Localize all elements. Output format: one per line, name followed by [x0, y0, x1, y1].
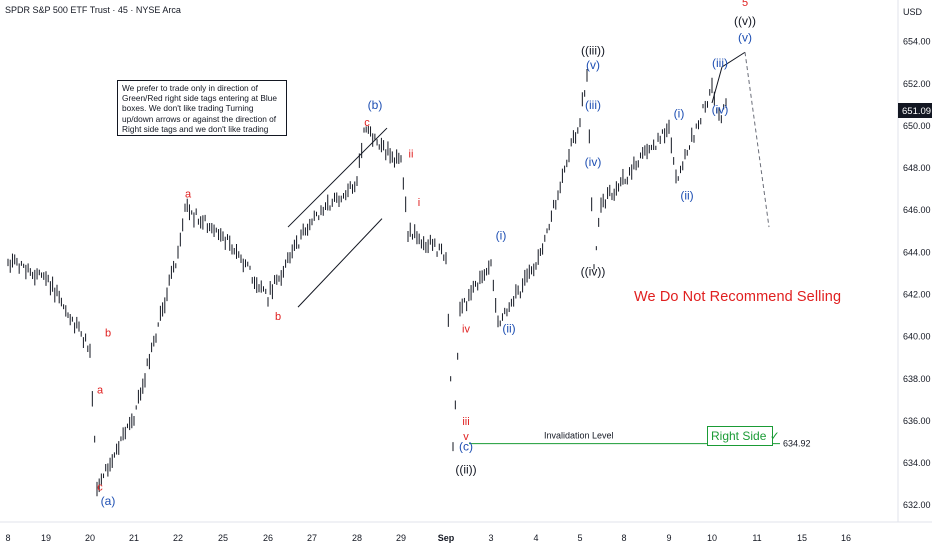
- x-tick-label: 27: [307, 533, 317, 543]
- channel-upper: [287, 127, 388, 228]
- y-tick-label: 646.00: [903, 205, 931, 215]
- projection-line: [711, 51, 746, 104]
- chart-title: SPDR S&P 500 ETF Trust · 45 · NYSE Arca: [5, 5, 181, 15]
- x-tick-label: 19: [41, 533, 51, 543]
- wave-label: a: [97, 385, 104, 397]
- wave-label: (i): [674, 107, 685, 121]
- wave-label: ii: [409, 149, 414, 161]
- y-axis: 632.00 634.00 636.00 638.00 640.00 642.00 644.…: [903, 37, 931, 510]
- x-tick-label: 10: [707, 533, 717, 543]
- wave-label: iv: [462, 323, 470, 335]
- y-tick-label: 638.00: [903, 374, 931, 384]
- right-side-tag: Right Side ✓: [707, 426, 780, 446]
- x-tick-label: 22: [173, 533, 183, 543]
- wave-label: (iii): [585, 98, 601, 112]
- x-tick-label: 29: [396, 533, 406, 543]
- projection-dotted-line: [744, 52, 770, 228]
- x-tick-label: Sep: [438, 533, 455, 543]
- wave-label: b: [275, 311, 281, 323]
- y-tick-label: 654.00: [903, 37, 931, 47]
- wave-label: c: [364, 117, 370, 129]
- y-tick-label: 636.00: [903, 416, 931, 426]
- y-tick-label: 634.00: [903, 458, 931, 468]
- x-tick-label: 16: [841, 533, 851, 543]
- selling-warning: We Do Not Recommend Selling: [634, 289, 842, 305]
- x-tick-label: 21: [129, 533, 139, 543]
- channel-lower: [297, 218, 383, 308]
- wave-label: ((v)): [734, 14, 756, 28]
- y-tick-label: 650.00: [903, 121, 931, 131]
- wave-label: v: [463, 431, 469, 443]
- price-tag-box: [898, 103, 932, 118]
- wave-label: (ii): [680, 189, 693, 203]
- wave-label: (i): [496, 229, 507, 243]
- x-tick-label: 8: [621, 533, 626, 543]
- wave-label: ((ii)): [455, 463, 476, 477]
- y-tick-label: 648.00: [903, 163, 931, 173]
- trading-note: We prefer to trade only in direction of …: [117, 80, 287, 136]
- x-tick-label: 26: [263, 533, 273, 543]
- y-tick-label: 642.00: [903, 289, 931, 299]
- x-tick-label: 11: [752, 533, 761, 543]
- invalidation-value: 634.92: [783, 439, 811, 449]
- x-tick-label: 3: [488, 533, 493, 543]
- wave-label: (v): [738, 31, 752, 45]
- wave-label: (iii): [712, 56, 728, 70]
- x-tick-label: 4: [533, 533, 538, 543]
- x-tick-label: 8: [5, 533, 10, 543]
- wave-label: b: [105, 328, 111, 340]
- x-tick-label: 15: [797, 533, 807, 543]
- wave-label: (a): [101, 494, 116, 508]
- price-tag: 651.09: [902, 106, 931, 117]
- wave-label: ((iii)): [581, 43, 605, 57]
- x-axis: 8 19 20 21 22 25 26 27 28 29 Sep 3 4 5 8 9 10 11 15 16: [5, 533, 851, 543]
- wave-label: (c): [459, 439, 473, 453]
- plot-area: Invalidation Level634.92abc(a)abc(b)iiii…: [7, 0, 811, 508]
- y-tick-label: 644.00: [903, 247, 931, 257]
- x-tick-label: 28: [352, 533, 362, 543]
- y-tick-label: 652.00: [903, 79, 931, 89]
- x-tick-label: 25: [218, 533, 228, 543]
- wave-label: (ii): [502, 321, 515, 335]
- y-tick-label: 640.00: [903, 332, 931, 342]
- wave-label: i: [418, 197, 420, 209]
- wave-label: (iv): [712, 102, 729, 116]
- x-tick-label: 9: [666, 533, 671, 543]
- wave-label: ((iv)): [581, 265, 606, 279]
- wave-label: c: [97, 481, 103, 493]
- wave-label: a: [185, 189, 192, 201]
- currency-label: USD: [903, 7, 923, 17]
- x-tick-label: 5: [577, 533, 582, 543]
- y-tick-label: 632.00: [903, 500, 931, 510]
- wave-label: (iv): [585, 155, 602, 169]
- wave-label: (v): [586, 58, 600, 72]
- invalidation-label: Invalidation Level: [544, 431, 614, 441]
- wave-label: iii: [462, 416, 469, 428]
- x-tick-label: 20: [85, 533, 95, 543]
- wave-label: (b): [368, 98, 383, 112]
- wave-label: 5: [742, 0, 748, 9]
